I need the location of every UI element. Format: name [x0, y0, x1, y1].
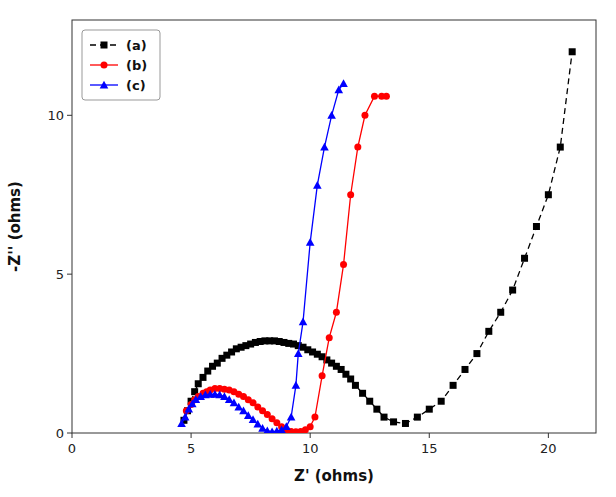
data-point [509, 287, 516, 294]
data-point [195, 380, 202, 387]
data-point [497, 309, 504, 316]
data-point [340, 261, 347, 268]
y-tick [67, 433, 72, 434]
data-point [545, 191, 552, 198]
x-tick [191, 433, 192, 438]
data-point [426, 406, 433, 413]
data-point [339, 79, 348, 87]
data-point [287, 413, 296, 421]
y-tick [67, 115, 72, 116]
data-point [438, 398, 445, 405]
legend-marker [101, 42, 108, 49]
data-point [333, 309, 340, 316]
series-line [184, 52, 572, 424]
series [183, 93, 390, 433]
x-tick [72, 433, 73, 438]
series [177, 79, 348, 433]
data-point [354, 144, 361, 151]
plot-area [177, 48, 575, 433]
legend-label: (b) [126, 58, 147, 73]
y-axis-label: -Z'' (ohms) [6, 181, 24, 272]
y-tick-label: 5 [56, 267, 64, 282]
chart: 0 5 10 15 20 0 5 10 Z' (ohms) -Z'' (ohms) (a) (b) (c… [0, 0, 616, 497]
data-point [383, 93, 390, 100]
x-tick [310, 433, 311, 438]
data-point [282, 422, 291, 430]
series-line [182, 84, 344, 432]
data-point [533, 223, 540, 230]
data-point [181, 413, 190, 421]
data-point [414, 414, 421, 421]
data-point [327, 111, 336, 119]
axes: 0 5 10 15 20 0 5 10 [47, 108, 556, 456]
data-point [299, 318, 308, 326]
data-point [450, 382, 457, 389]
data-point [347, 191, 354, 198]
legend-box [82, 30, 160, 100]
y-tick-label: 10 [47, 108, 64, 123]
x-tick-label: 20 [540, 441, 557, 456]
y-tick-label: 0 [56, 426, 64, 441]
legend-marker [101, 62, 108, 69]
y-tick [67, 274, 72, 275]
legend-marker [100, 81, 109, 89]
data-point [462, 366, 469, 373]
data-point [234, 403, 243, 411]
data-point [313, 181, 322, 189]
data-point [306, 238, 315, 246]
background [0, 0, 616, 497]
data-point [485, 328, 492, 335]
data-point [402, 420, 409, 427]
data-point [307, 423, 314, 430]
data-point [326, 334, 333, 341]
data-point [239, 406, 248, 414]
data-point [244, 411, 253, 419]
data-point [320, 143, 329, 151]
series [180, 48, 575, 427]
data-point [230, 399, 239, 407]
data-point [557, 144, 564, 151]
plot-frame [72, 20, 596, 433]
legend-label: (c) [126, 78, 146, 93]
data-point [200, 374, 207, 381]
x-axis-label: Z' (ohms) [294, 467, 374, 485]
data-point [371, 93, 378, 100]
legend: (a) (b) (c) [82, 30, 160, 100]
data-point [521, 255, 528, 262]
data-point [366, 398, 373, 405]
x-tick [548, 433, 549, 438]
data-point [390, 418, 397, 425]
data-point [352, 382, 359, 389]
data-point [361, 112, 368, 119]
data-point [292, 381, 301, 389]
x-tick-label: 15 [421, 441, 438, 456]
series-line [186, 96, 386, 431]
data-point [294, 349, 303, 357]
x-tick [429, 433, 430, 438]
data-point [249, 415, 258, 423]
x-tick-label: 10 [302, 441, 319, 456]
data-point [359, 390, 366, 397]
data-point [319, 372, 326, 379]
x-tick-label: 0 [68, 441, 76, 456]
data-point [347, 375, 354, 382]
data-point [473, 350, 480, 357]
data-point [373, 406, 380, 413]
data-point [311, 414, 318, 421]
data-point [253, 420, 262, 428]
data-point [569, 48, 576, 55]
data-point [381, 414, 388, 421]
legend-label: (a) [126, 38, 147, 53]
x-tick-label: 5 [187, 441, 195, 456]
